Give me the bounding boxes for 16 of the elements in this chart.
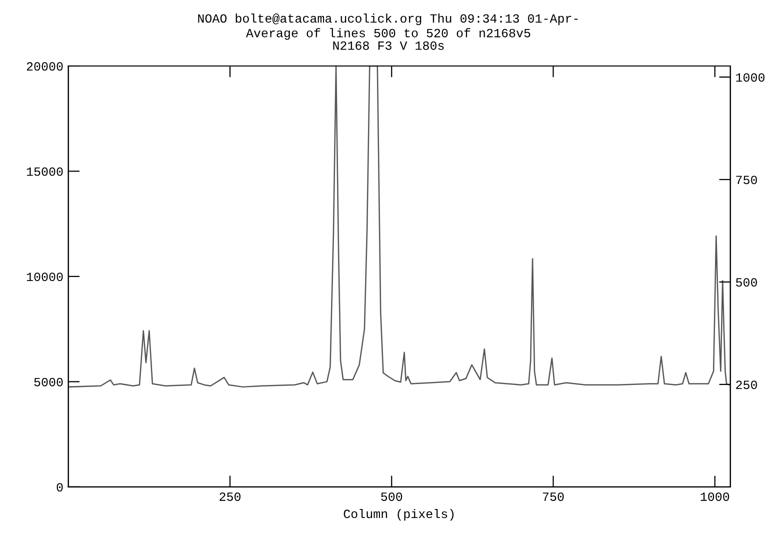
y2-tick-label: 500 [736,278,757,287]
y-tick-label: 10000 [26,272,63,282]
x-tick-label: 250 [220,492,240,501]
y-tick-label: 0 [56,483,63,492]
y2-tick-label: 1000 [736,73,764,82]
y-tick-label: 20000 [26,62,63,71]
x-tick-label: 1000 [700,492,730,501]
chart-title: NOAO bolte@atacama.ucolick.org Thu 09:34:13 01-Apr- [198,14,578,26]
x-tick-label: 500 [381,492,402,501]
y-tick-label: 5000 [34,378,63,386]
y2-tick-label: 250 [736,380,757,390]
x-axis-title: Column (pixels) [344,508,454,521]
chart-subtitle: Average of lines 500 to 520 of n2168v5 N2168 F3 V 180s [246,28,530,50]
y2-tick-label: 750 [736,176,757,184]
x-tick-label: 750 [542,492,564,501]
y-tick-label: 15000 [26,167,63,176]
